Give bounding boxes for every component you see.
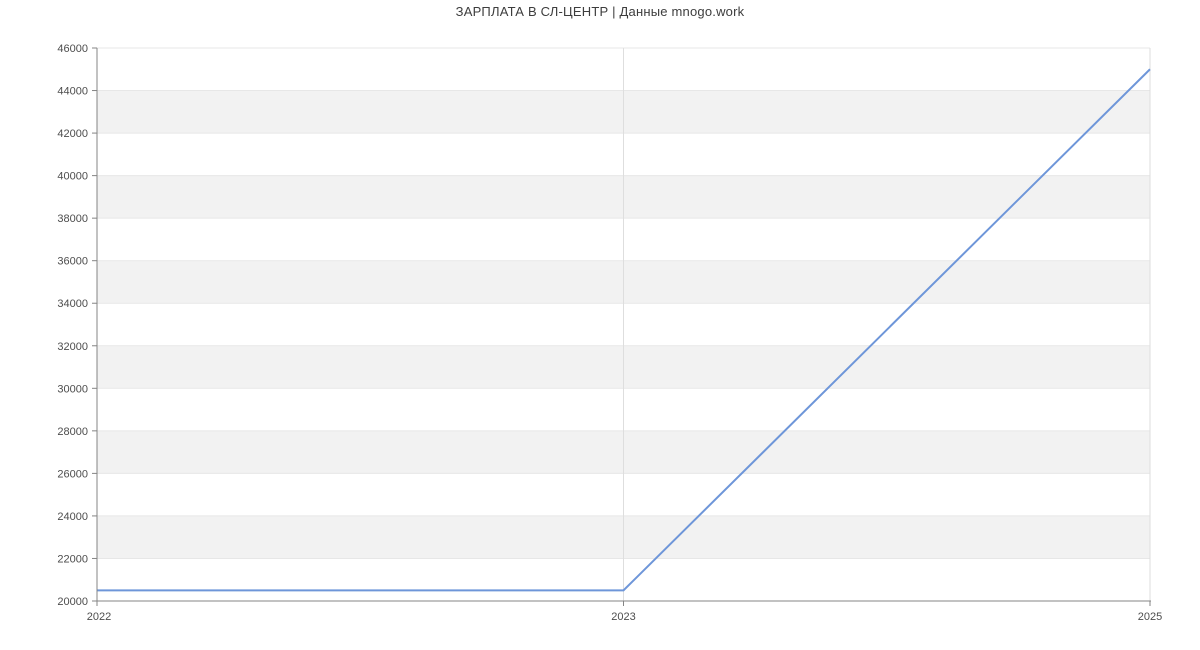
- y-tick-label: 46000: [57, 43, 88, 55]
- y-tick-label: 34000: [57, 298, 88, 310]
- y-tick-label: 42000: [57, 128, 88, 140]
- y-tick-label: 38000: [57, 213, 88, 225]
- y-tick-label: 40000: [57, 171, 88, 183]
- y-tick-label: 30000: [57, 383, 88, 395]
- y-tick-label: 36000: [57, 256, 88, 268]
- y-tick-label: 20000: [57, 596, 88, 608]
- y-tick-label: 26000: [57, 468, 88, 480]
- x-tick-label: 2025: [1138, 611, 1162, 623]
- y-tick-label: 28000: [57, 426, 88, 438]
- y-tick-label: 24000: [57, 511, 88, 523]
- y-tick-label: 32000: [57, 341, 88, 353]
- chart-title: ЗАРПЛАТА В СЛ-ЦЕНТР | Данные mnogo.work: [455, 4, 745, 19]
- salary-line-series: [97, 68, 1151, 592]
- x-tick-label: 2023: [611, 611, 635, 623]
- x-tick-label: 2022: [87, 611, 111, 623]
- y-tick-label: 22000: [57, 553, 88, 565]
- y-tick-label: 44000: [57, 86, 88, 98]
